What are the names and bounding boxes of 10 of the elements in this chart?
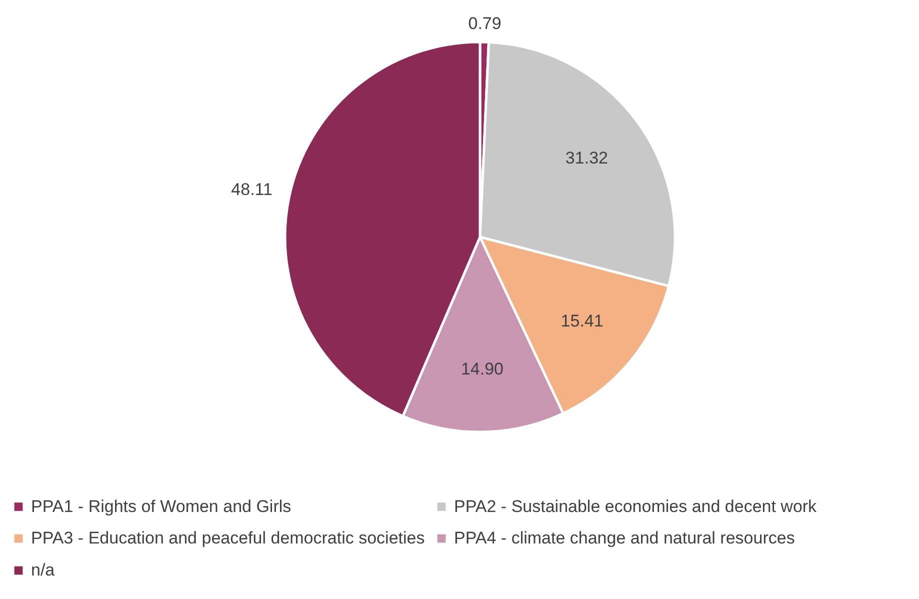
legend-label: PPA1 - Rights of Women and Girls — [31, 496, 292, 516]
data-label: 14.90 — [460, 360, 504, 379]
data-label: 15.41 — [560, 312, 604, 331]
legend-label: n/a — [31, 560, 56, 580]
data-label: 48.11 — [231, 180, 272, 199]
legend-label: PPA4 - climate change and natural resources — [454, 528, 795, 548]
legend-label: PPA3 - Education and peaceful democratic societies — [31, 528, 425, 548]
legend-label: PPA2 - Sustainable economies and decent work — [454, 496, 818, 516]
data-label: 31.32 — [565, 148, 608, 168]
data-label: 0.79 — [468, 14, 502, 34]
